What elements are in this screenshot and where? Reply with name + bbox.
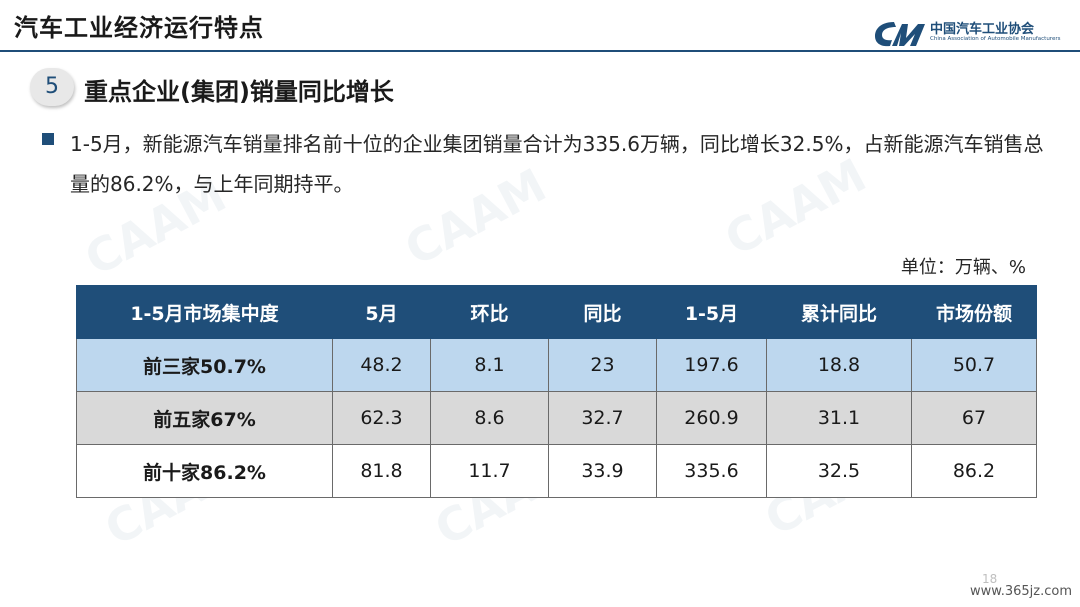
table-cell: 62.3 (332, 391, 431, 445)
header-divider (0, 50, 1080, 52)
table-cell: 23 (548, 338, 657, 392)
column-header: 1-5月市场集中度 (76, 285, 333, 339)
table-cell: 前三家50.7% (76, 338, 333, 392)
logo-chinese-name: 中国汽车工业协会 (930, 22, 1035, 37)
column-header: 1-5月 (656, 285, 767, 339)
table-cell: 8.6 (430, 391, 549, 445)
table-cell: 67 (911, 391, 1037, 445)
section-number-badge: 5 (30, 68, 74, 106)
table-cell: 8.1 (430, 338, 549, 392)
page-number: 18 (982, 572, 998, 586)
market-concentration-table: 1-5月市场集中度 5月 环比 同比 1-5月 累计同比 市场份额 前三家50.… (76, 285, 1037, 498)
table-cell: 50.7 (911, 338, 1037, 392)
table-cell: 11.7 (430, 444, 549, 498)
bullet-square-icon (42, 133, 54, 145)
table-cell: 前五家67% (76, 391, 333, 445)
table-cell: 前十家86.2% (76, 444, 333, 498)
table-row: 前十家86.2% 81.8 11.7 33.9 335.6 32.5 86.2 (76, 444, 1037, 498)
header-title: 汽车工业经济运行特点 (14, 14, 264, 42)
table-cell: 32.5 (766, 444, 912, 498)
table-cell: 32.7 (548, 391, 657, 445)
column-header: 同比 (548, 285, 657, 339)
table-row: 前三家50.7% 48.2 8.1 23 197.6 18.8 50.7 (76, 338, 1037, 392)
column-header: 市场份额 (911, 285, 1037, 339)
logo-english-name: China Association of Automobile Manufact… (930, 36, 1061, 42)
table-cell: 81.8 (332, 444, 431, 498)
column-header: 累计同比 (766, 285, 912, 339)
table-cell: 31.1 (766, 391, 912, 445)
column-header: 5月 (332, 285, 431, 339)
table-cell: 86.2 (911, 444, 1037, 498)
table-cell: 48.2 (332, 338, 431, 392)
table-cell: 18.8 (766, 338, 912, 392)
section-title: 重点企业(集团)销量同比增长 (84, 78, 394, 106)
table-cell: 260.9 (656, 391, 767, 445)
caam-logo-icon (875, 22, 925, 47)
site-watermark: www.365jz.com (970, 584, 1072, 599)
bullet-paragraph: 1-5月，新能源汽车销量排名前十位的企业集团销量合计为335.6万辆，同比增长3… (70, 132, 1044, 196)
unit-label: 单位：万辆、% (900, 257, 1026, 278)
table-cell: 197.6 (656, 338, 767, 392)
caam-logo: 中国汽车工业协会 China Association of Automobile… (872, 16, 1072, 50)
table-cell: 33.9 (548, 444, 657, 498)
column-header: 环比 (430, 285, 549, 339)
table-cell: 335.6 (656, 444, 767, 498)
table-row: 前五家67% 62.3 8.6 32.7 260.9 31.1 67 (76, 391, 1037, 445)
table-header-row: 1-5月市场集中度 5月 环比 同比 1-5月 累计同比 市场份额 (76, 285, 1037, 339)
